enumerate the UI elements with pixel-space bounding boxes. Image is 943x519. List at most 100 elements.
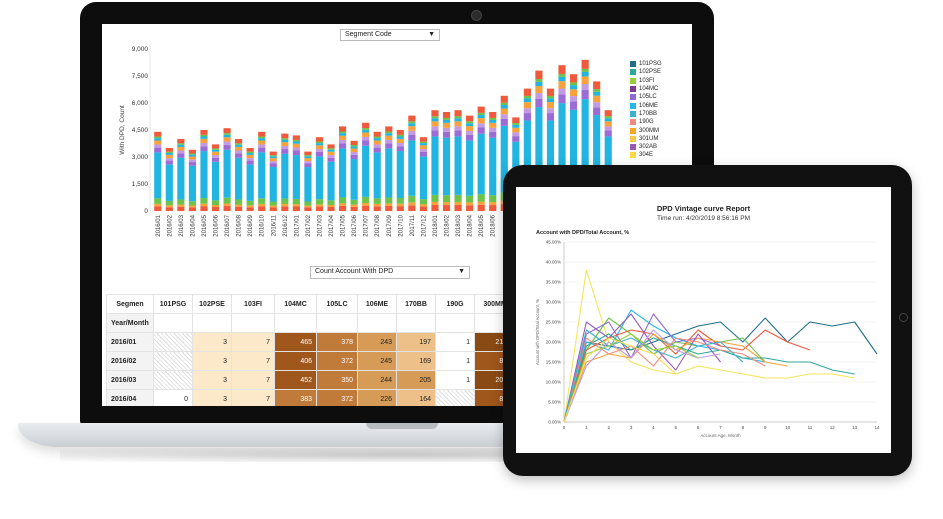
segment-code-dropdown[interactable]: Segment Code ▼ <box>340 29 440 41</box>
bar-segment <box>604 126 612 131</box>
legend-item[interactable]: 301UM <box>630 135 690 143</box>
x-tick-label: 2017/08 <box>375 214 381 236</box>
x-tick-label: 2017/06 <box>352 214 358 236</box>
bar-segment <box>385 133 393 136</box>
home-button-icon[interactable] <box>899 313 908 322</box>
legend-item[interactable]: 304E <box>630 151 690 159</box>
table-cell <box>231 313 275 333</box>
bar-segment <box>235 139 243 144</box>
bar-segment <box>419 156 428 200</box>
legend-item[interactable]: 101PSG <box>630 60 690 68</box>
bar-segment <box>396 198 404 204</box>
bar-segment <box>327 149 335 152</box>
bar-segment <box>304 163 312 168</box>
bar-segment <box>165 207 173 211</box>
bar-segment <box>154 138 162 141</box>
bar-segment <box>442 117 451 120</box>
x-tick-label: 7 <box>719 425 722 430</box>
bar-segment <box>523 108 531 114</box>
table-cell: 169 <box>396 351 436 371</box>
bar-segment <box>200 198 208 204</box>
row-label: 2016/04 <box>106 389 154 406</box>
bar-segment <box>269 163 277 168</box>
legend-swatch <box>630 110 636 117</box>
bar-segment <box>304 207 312 211</box>
bar-segment <box>327 151 335 156</box>
bar-segment <box>489 122 497 128</box>
bar-segment <box>258 140 266 145</box>
bar-segment <box>489 137 497 196</box>
bar-segment <box>154 147 162 153</box>
bar-segment <box>177 157 185 200</box>
bar-segment <box>292 155 300 199</box>
table-cell: 452 <box>274 370 317 390</box>
bar-segment <box>211 157 220 162</box>
bar-segment <box>431 110 439 117</box>
bar-segment <box>373 144 381 148</box>
count-account-dropdown[interactable]: Count Account With DPD ▼ <box>310 266 470 279</box>
bar-segment <box>188 165 197 202</box>
bar-segment <box>350 146 358 149</box>
bar-segment <box>442 205 451 211</box>
table-cell: 243 <box>357 332 397 352</box>
bar-segment <box>431 204 439 211</box>
column-header: 103FI <box>231 294 275 314</box>
legend-item[interactable]: 105LC <box>630 93 690 101</box>
x-tick-label: 2016/06 <box>214 214 220 236</box>
legend-item[interactable]: 170BB <box>630 110 690 118</box>
legend-item[interactable]: 302AB <box>630 143 690 151</box>
table-cell <box>192 313 232 333</box>
bar-segment <box>385 203 393 206</box>
bar-segment <box>177 153 185 158</box>
bar-segment <box>419 141 428 144</box>
bar-segment <box>466 202 474 206</box>
bar-segment <box>315 156 324 200</box>
bar-segment <box>442 137 451 196</box>
bar-segment <box>211 200 220 206</box>
x-tick-label: 2018/06 <box>491 214 497 236</box>
bar-segment <box>442 119 451 123</box>
bar-segment <box>200 138 208 143</box>
bar-segment <box>477 204 485 211</box>
legend-swatch <box>630 77 636 84</box>
column-header: 170BB <box>396 294 436 314</box>
bar-segment <box>338 143 347 149</box>
bar-segment <box>523 102 531 109</box>
bar-segment <box>373 147 381 153</box>
bar-segment <box>188 205 197 208</box>
legend-item[interactable]: 106ME <box>630 101 690 109</box>
x-tick-label: 9 <box>764 425 767 430</box>
bar-segment <box>258 147 266 153</box>
table-cell: 350 <box>316 370 358 390</box>
legend-item[interactable]: 103FI <box>630 77 690 85</box>
x-tick-label: 2018/05 <box>479 214 485 236</box>
bar-segment <box>188 207 197 211</box>
bar-segment <box>246 205 254 208</box>
bar-segment <box>419 151 428 157</box>
bar-segment <box>281 204 289 207</box>
bar-segment <box>292 198 300 205</box>
bar-segment <box>223 203 231 207</box>
bar-segment <box>165 205 173 208</box>
legend-item[interactable]: 190G <box>630 118 690 126</box>
table-cell <box>274 313 317 333</box>
bar-segment <box>177 150 185 154</box>
legend-label: 190G <box>639 119 654 126</box>
bar-segment <box>154 131 162 137</box>
bar-segment <box>558 103 566 188</box>
bar-segment <box>581 90 589 100</box>
bar-segment <box>385 139 393 144</box>
legend-item[interactable]: 102PSE <box>630 68 690 76</box>
table-cell: 7 <box>231 351 275 371</box>
bar-segment <box>385 126 393 132</box>
legend-item[interactable]: 300MM <box>630 126 690 134</box>
bar-segment <box>246 160 254 165</box>
bar-segment <box>500 95 508 103</box>
x-tick-label: 2016/05 <box>202 214 208 236</box>
legend-item[interactable]: 104MC <box>630 85 690 93</box>
bar-segment <box>200 146 208 152</box>
bar-segment <box>362 145 370 197</box>
bar-segment <box>396 206 404 211</box>
bar-segment <box>512 123 520 125</box>
bar-segment <box>350 199 358 205</box>
